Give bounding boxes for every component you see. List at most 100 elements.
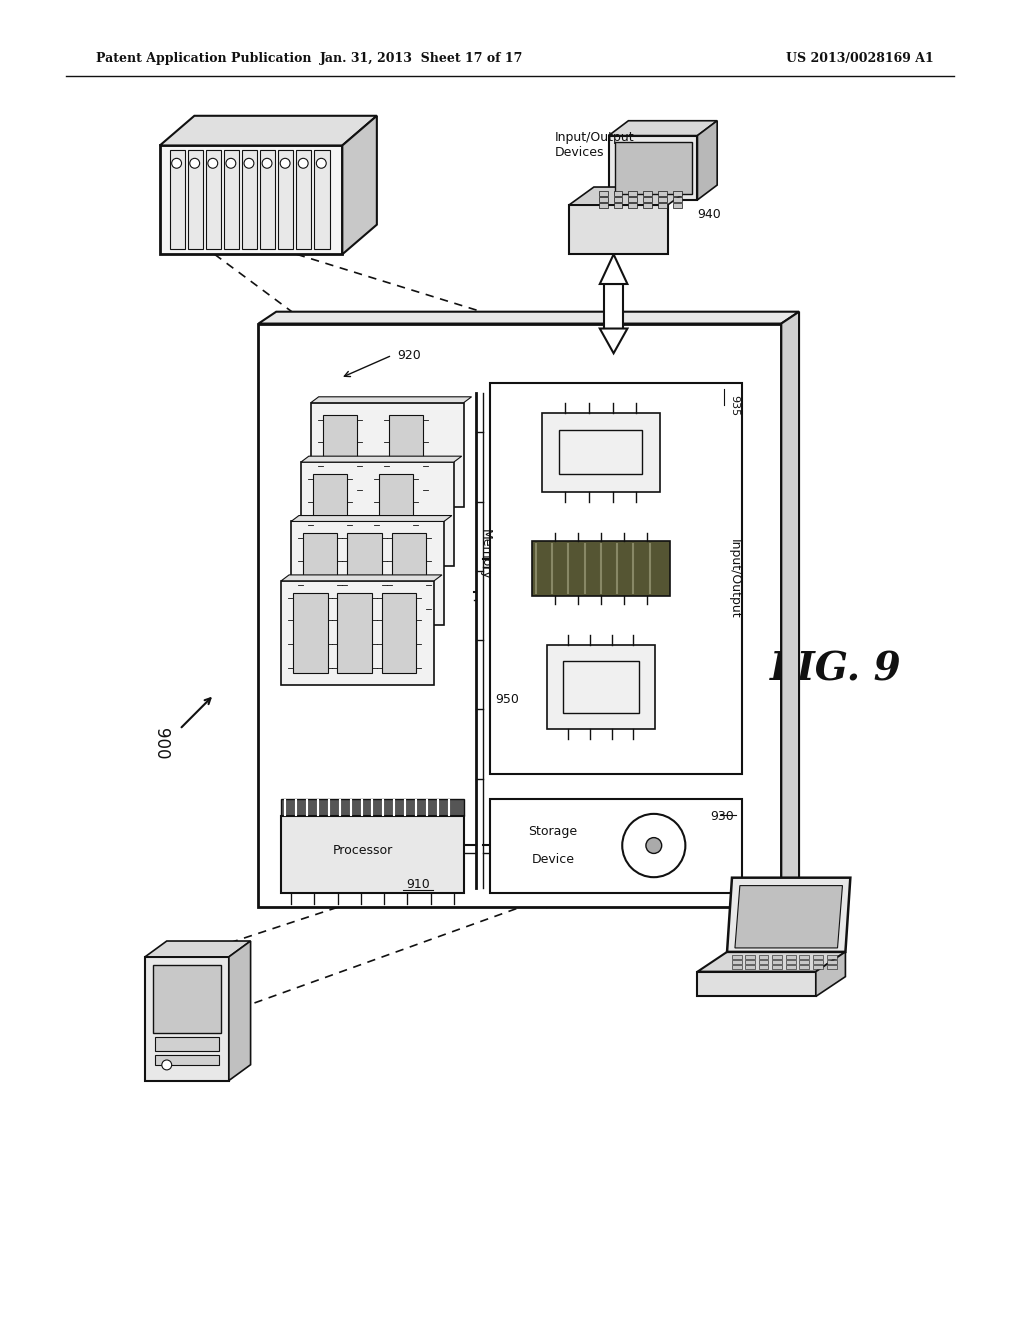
Bar <box>629 197 637 202</box>
Polygon shape <box>160 116 377 145</box>
Circle shape <box>281 158 290 168</box>
Bar <box>323 414 357 495</box>
Bar <box>599 191 607 195</box>
Circle shape <box>208 158 218 168</box>
Bar <box>569 205 668 255</box>
Bar <box>282 581 434 685</box>
Bar <box>559 430 642 474</box>
Bar <box>310 403 464 507</box>
Text: US 2013/0028169 A1: US 2013/0028169 A1 <box>786 51 934 65</box>
Polygon shape <box>697 952 846 972</box>
Bar <box>658 197 667 202</box>
Bar <box>826 954 837 958</box>
Bar <box>799 965 809 969</box>
Polygon shape <box>310 397 472 403</box>
Bar <box>296 150 311 249</box>
Bar <box>799 960 809 964</box>
Bar <box>490 799 741 892</box>
Text: 940: 940 <box>697 209 721 222</box>
Text: FIG. 9: FIG. 9 <box>770 651 901 689</box>
Bar <box>643 197 652 202</box>
Bar <box>673 191 682 195</box>
Bar <box>786 954 796 958</box>
Bar <box>759 954 768 958</box>
Bar <box>732 954 741 958</box>
Polygon shape <box>569 187 692 205</box>
Text: 935: 935 <box>729 395 739 416</box>
Polygon shape <box>600 329 628 354</box>
Circle shape <box>172 158 181 168</box>
Polygon shape <box>735 886 843 948</box>
Bar <box>155 1038 219 1051</box>
Bar <box>490 383 741 774</box>
Text: Device: Device <box>531 853 574 866</box>
Polygon shape <box>282 576 442 581</box>
Bar <box>224 150 239 249</box>
Bar <box>563 661 639 713</box>
Bar <box>347 533 382 614</box>
Bar <box>658 203 667 207</box>
Bar <box>673 197 682 202</box>
Bar <box>732 965 741 969</box>
Bar <box>643 191 652 195</box>
Bar <box>291 521 444 626</box>
Bar <box>613 191 623 195</box>
Bar <box>813 960 822 964</box>
Text: Memory: Memory <box>478 529 492 579</box>
Text: 930: 930 <box>711 810 734 824</box>
Bar <box>303 533 337 614</box>
Circle shape <box>262 158 272 168</box>
Bar <box>547 645 655 729</box>
Bar <box>697 972 816 997</box>
Bar <box>608 136 697 199</box>
Bar <box>391 533 426 614</box>
Bar <box>744 965 755 969</box>
Bar <box>206 150 221 249</box>
Text: Processor: Processor <box>333 843 393 857</box>
Bar <box>282 799 464 816</box>
Bar <box>337 593 372 673</box>
Bar <box>542 413 659 492</box>
Bar <box>145 957 229 1081</box>
Bar <box>673 203 682 207</box>
Bar <box>282 816 464 892</box>
Text: 950: 950 <box>496 693 519 706</box>
Bar <box>153 965 221 1032</box>
Circle shape <box>226 158 236 168</box>
Bar <box>389 414 423 495</box>
Bar <box>279 150 293 249</box>
Bar <box>744 960 755 964</box>
Text: 920: 920 <box>397 348 421 362</box>
Bar <box>658 191 667 195</box>
Bar <box>599 203 607 207</box>
Polygon shape <box>291 516 452 521</box>
Bar <box>242 150 257 249</box>
Bar <box>786 960 796 964</box>
Text: 900: 900 <box>152 729 170 760</box>
Circle shape <box>244 158 254 168</box>
Bar <box>170 150 184 249</box>
Polygon shape <box>727 878 850 952</box>
Polygon shape <box>600 255 628 284</box>
Bar <box>382 593 417 673</box>
Bar <box>772 960 782 964</box>
Text: Storage: Storage <box>528 825 578 838</box>
Bar <box>772 965 782 969</box>
Polygon shape <box>301 457 462 462</box>
Bar <box>772 954 782 958</box>
Bar <box>312 474 347 554</box>
Text: Patent Application Publication: Patent Application Publication <box>95 51 311 65</box>
Bar <box>813 954 822 958</box>
Bar <box>187 150 203 249</box>
Bar <box>160 145 342 255</box>
Bar <box>301 462 454 566</box>
Circle shape <box>189 158 200 168</box>
Circle shape <box>623 814 685 878</box>
Polygon shape <box>342 116 377 255</box>
Bar <box>314 150 330 249</box>
Bar <box>260 150 275 249</box>
Bar <box>155 1055 219 1065</box>
Circle shape <box>298 158 308 168</box>
Bar <box>744 954 755 958</box>
Circle shape <box>646 838 662 854</box>
